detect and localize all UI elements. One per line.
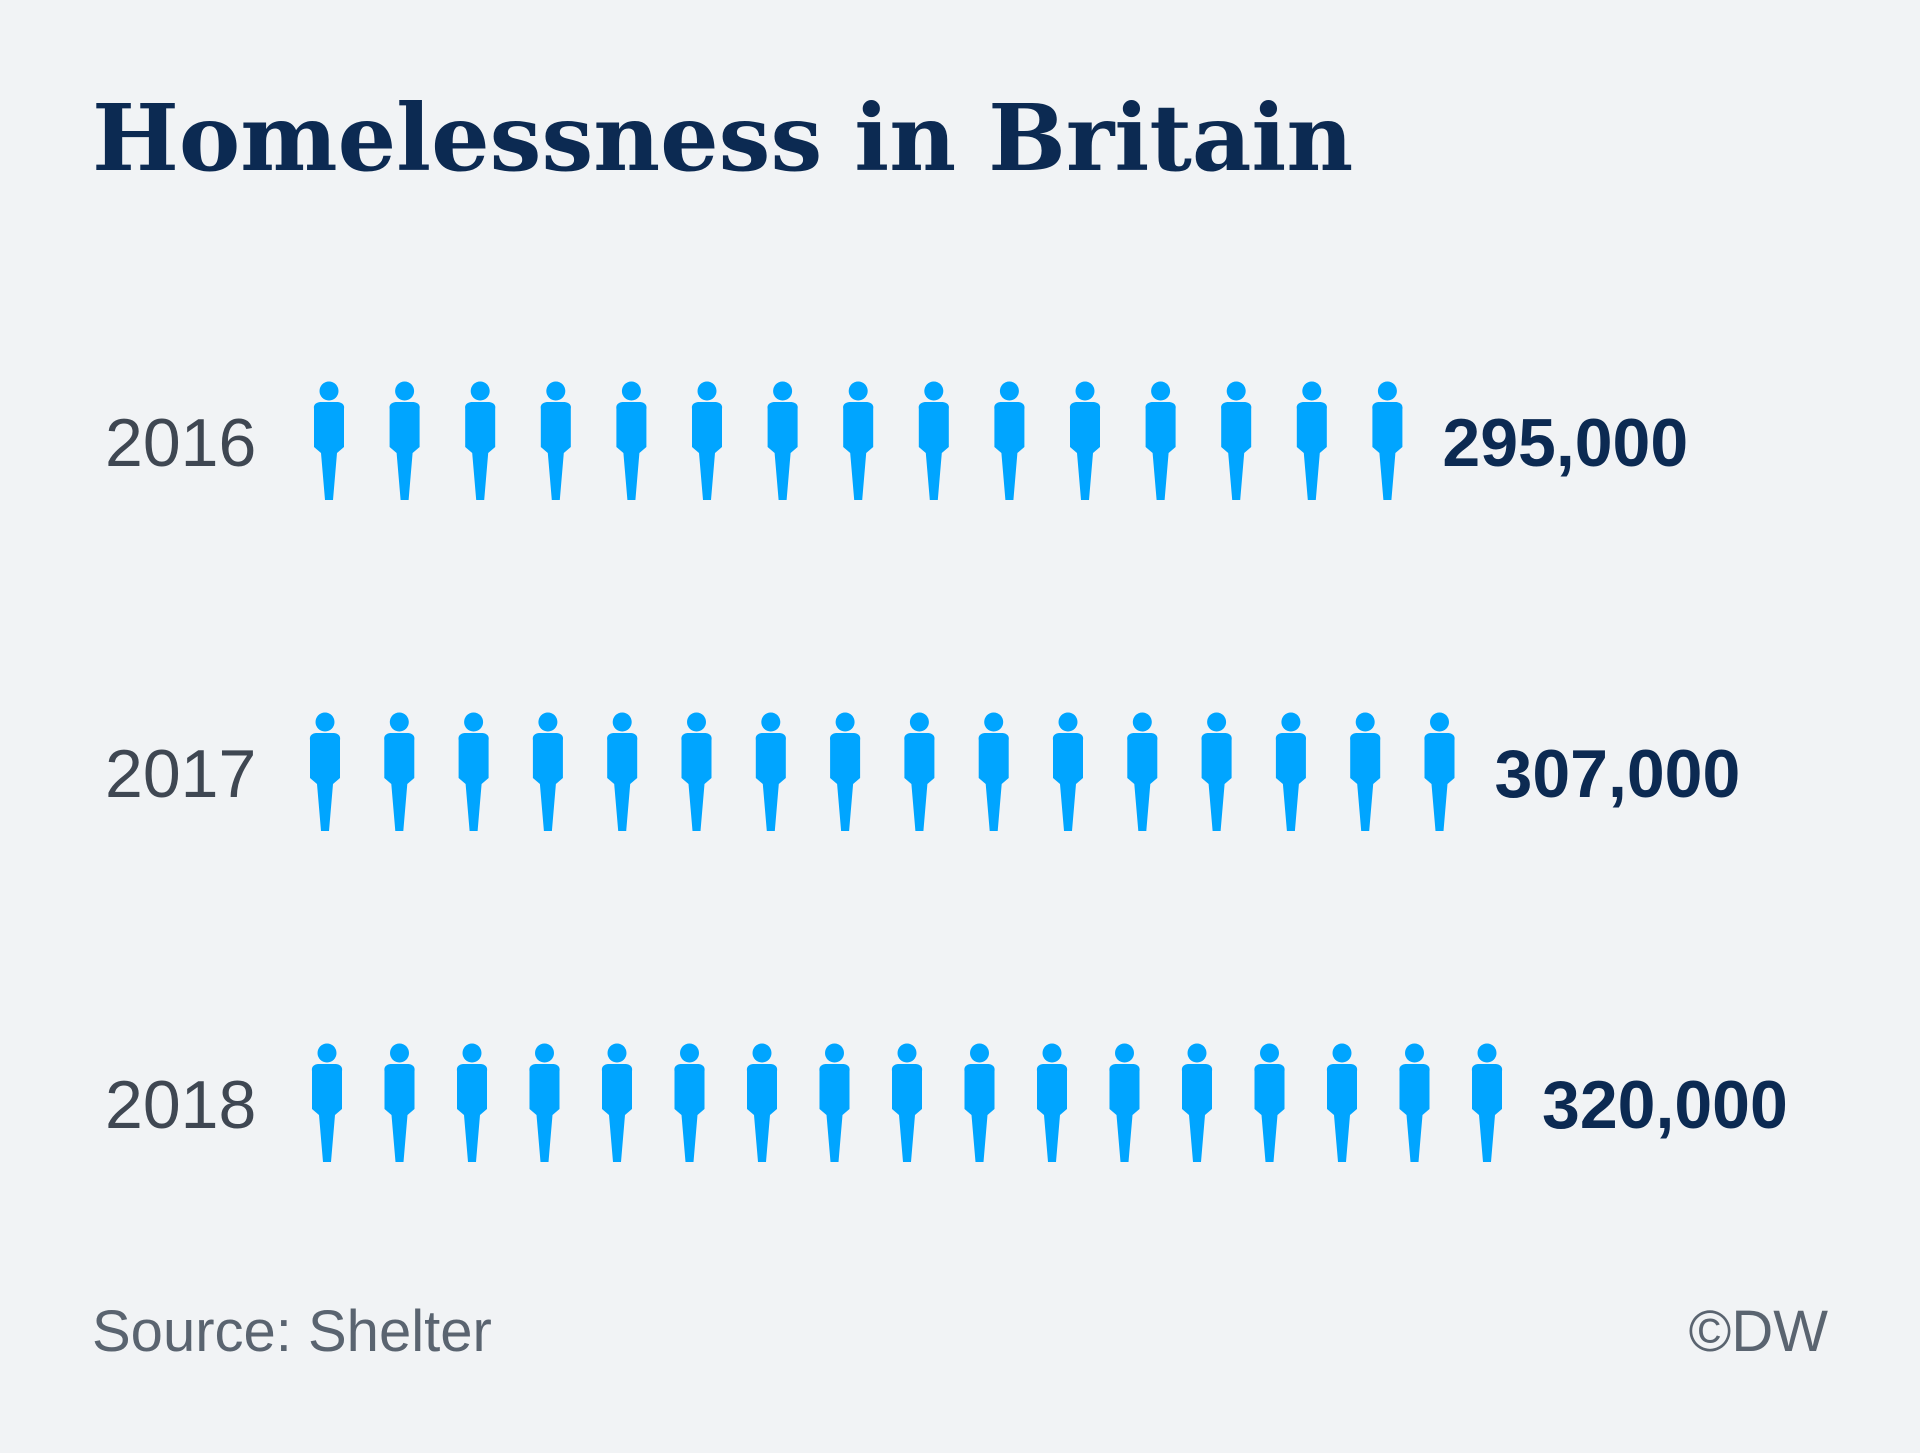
page-title: Homelessness in Britain (92, 84, 1354, 192)
row-2016: 2016 295,000 (105, 381, 1688, 500)
person-icon (1109, 1043, 1140, 1162)
person-icon (540, 381, 571, 500)
person-icon (1326, 1043, 1358, 1162)
year-label: 2016 (105, 405, 256, 481)
value-label: 320,000 (1542, 1067, 1788, 1143)
person-icon (465, 381, 496, 500)
person-icon (681, 712, 712, 831)
person-icon (918, 381, 949, 500)
person-icon (1127, 712, 1158, 831)
person-icon (1296, 381, 1327, 500)
person-icon (1036, 1043, 1068, 1162)
person-icon (532, 712, 564, 831)
person-icon (1424, 712, 1455, 831)
person-icon (384, 1043, 415, 1162)
person-icon (309, 712, 341, 831)
copyright-credit: ©DW (1688, 1299, 1828, 1364)
value-label: 295,000 (1442, 405, 1688, 481)
person-icon (389, 381, 420, 500)
year-label: 2017 (105, 736, 256, 812)
person-icon (607, 712, 638, 831)
person-icon (458, 712, 489, 831)
person-icon (829, 712, 861, 831)
person-icon (1372, 381, 1403, 500)
person-icon (904, 712, 935, 831)
person-icon (843, 381, 874, 500)
person-icon (456, 1043, 488, 1162)
person-icon (1275, 712, 1307, 831)
person-icon (994, 381, 1025, 500)
person-icon (891, 1043, 923, 1162)
person-icon (616, 381, 647, 500)
person-icon (1201, 712, 1232, 831)
row-2018: 2018 320,000 (105, 1043, 1788, 1162)
year-label: 2018 (105, 1067, 256, 1143)
person-icon (1181, 1043, 1213, 1162)
person-icon (755, 712, 786, 831)
person-icon (964, 1043, 995, 1162)
person-icon (674, 1043, 705, 1162)
person-icon (1399, 1043, 1430, 1162)
person-icon (1145, 381, 1176, 500)
person-icon (1471, 1043, 1503, 1162)
person-icon (691, 381, 723, 500)
person-icon (746, 1043, 778, 1162)
person-icon (1221, 381, 1252, 500)
person-icon (311, 1043, 343, 1162)
person-icon (529, 1043, 560, 1162)
person-icon (1350, 712, 1381, 831)
person-icon (1052, 712, 1084, 831)
person-icon (819, 1043, 850, 1162)
person-icon (767, 381, 798, 500)
person-icon (384, 712, 415, 831)
person-icon (313, 381, 345, 500)
person-icon (1069, 381, 1101, 500)
source-note: Source: Shelter (92, 1299, 492, 1364)
value-label: 307,000 (1495, 736, 1741, 812)
row-2017: 2017 307,000 (105, 712, 1741, 831)
person-icon (601, 1043, 633, 1162)
person-icon (1254, 1043, 1285, 1162)
person-icon (978, 712, 1009, 831)
